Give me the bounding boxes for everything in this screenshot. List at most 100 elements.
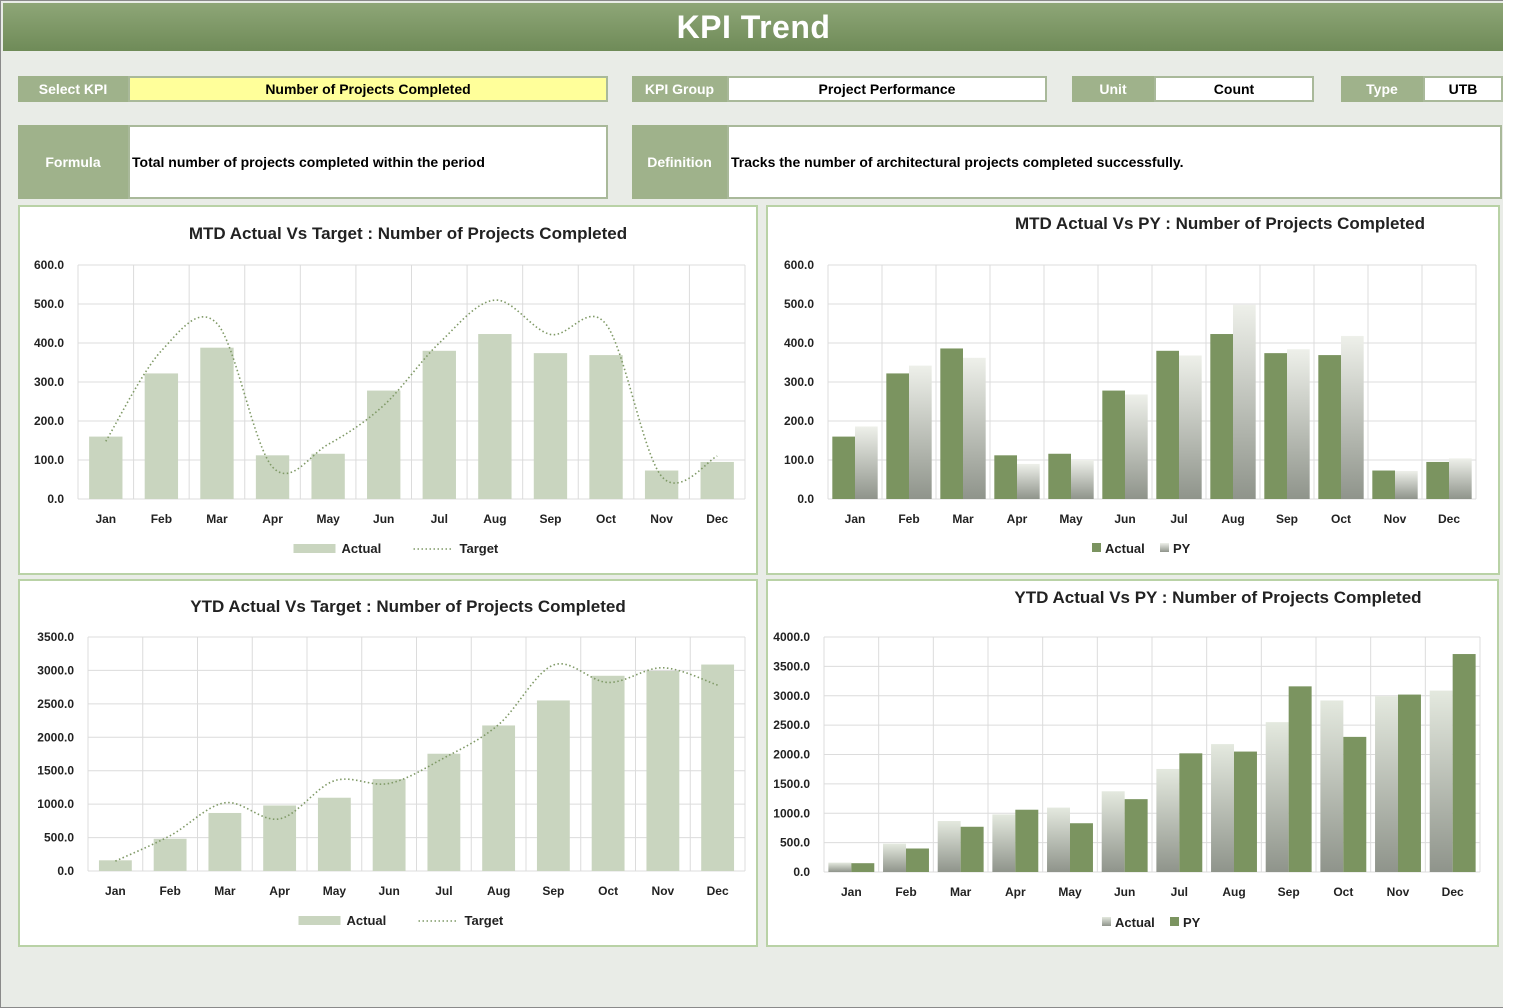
bar-py xyxy=(1015,809,1039,872)
bar-py xyxy=(1287,349,1310,499)
bar-actual xyxy=(533,353,568,499)
x-tick-label: Nov xyxy=(650,512,673,526)
x-tick-label: Mar xyxy=(214,884,236,898)
x-tick-label: Oct xyxy=(1331,512,1351,526)
definition-label: Definition xyxy=(632,125,727,199)
y-tick-label: 1500.0 xyxy=(773,777,810,791)
bar-actual xyxy=(144,373,179,499)
y-tick-label: 500.0 xyxy=(44,831,74,845)
y-tick-label: 3000.0 xyxy=(773,689,810,703)
bar-actual xyxy=(153,838,187,871)
bar-py xyxy=(1234,751,1257,872)
x-tick-label: Jan xyxy=(95,512,116,526)
chart-panel-mtd-target: MTD Actual Vs Target : Number of Project… xyxy=(18,205,758,575)
x-tick-label: Nov xyxy=(1387,885,1410,899)
bar-actual xyxy=(263,805,297,871)
line-target xyxy=(115,663,718,862)
y-tick-label: 1500.0 xyxy=(37,764,74,778)
x-tick-label: Jan xyxy=(845,512,866,526)
bar-actual xyxy=(700,461,734,499)
bar-actual xyxy=(536,700,570,871)
x-tick-label: May xyxy=(1058,885,1082,899)
legend-label-actual: Actual xyxy=(1115,915,1155,930)
x-tick-label: Aug xyxy=(1221,512,1244,526)
bar-actual xyxy=(422,350,456,499)
x-tick-label: Sep xyxy=(542,884,564,898)
y-tick-label: 600.0 xyxy=(784,258,814,272)
select-kpi-dropdown[interactable]: Number of Projects Completed xyxy=(128,76,608,102)
chart-ytd-actual-vs-py: YTD Actual Vs PY : Number of Projects Co… xyxy=(773,588,1481,930)
select-kpi-row: Select KPI Number of Projects Completed xyxy=(18,76,608,102)
y-tick-label: 400.0 xyxy=(34,336,64,350)
x-tick-label: Oct xyxy=(596,512,616,526)
formula-row: Formula Total number of projects complet… xyxy=(18,125,608,199)
unit-label: Unit xyxy=(1072,76,1154,102)
bar-actual xyxy=(644,470,679,499)
legend-label-actual: Actual xyxy=(1105,541,1145,556)
chart-mtd-actual-vs-target: MTD Actual Vs Target : Number of Project… xyxy=(34,224,746,556)
select-kpi-label: Select KPI xyxy=(18,76,128,102)
x-tick-label: Oct xyxy=(598,884,618,898)
bar-actual xyxy=(1101,791,1125,872)
bar-actual xyxy=(701,664,735,871)
x-tick-label: Dec xyxy=(707,884,729,898)
y-tick-label: 1000.0 xyxy=(773,806,810,820)
x-tick-label: Nov xyxy=(652,884,675,898)
y-tick-label: 200.0 xyxy=(34,414,64,428)
bar-actual xyxy=(994,455,1017,499)
bar-actual xyxy=(367,390,401,499)
y-tick-label: 400.0 xyxy=(784,336,814,350)
bar-actual xyxy=(589,355,623,499)
formula-label: Formula xyxy=(18,125,128,199)
x-tick-label: Dec xyxy=(1442,885,1464,899)
bar-py xyxy=(1288,686,1312,872)
bar-py xyxy=(1398,694,1421,872)
x-tick-label: Jan xyxy=(841,885,862,899)
bar-actual xyxy=(1320,700,1344,872)
legend-swatch-py xyxy=(1170,917,1179,926)
chart-legend: Actual Target xyxy=(298,913,504,928)
line-target xyxy=(105,299,718,484)
bar-actual xyxy=(1429,690,1453,872)
bar-actual xyxy=(883,843,906,872)
chart-legend: Actual PY xyxy=(1092,541,1191,556)
bar-actual xyxy=(89,436,123,499)
legend-swatch-py xyxy=(1160,543,1169,552)
y-tick-label: 0.0 xyxy=(47,492,64,506)
chart-title: YTD Actual Vs Target : Number of Project… xyxy=(190,597,625,616)
page-title: KPI Trend xyxy=(676,8,831,45)
bar-py xyxy=(1017,463,1040,499)
chart-panel-ytd-target: YTD Actual Vs Target : Number of Project… xyxy=(18,579,758,947)
x-tick-label: Apr xyxy=(1005,885,1026,899)
y-tick-label: 2500.0 xyxy=(773,718,810,732)
y-tick-label: 500.0 xyxy=(34,297,64,311)
y-tick-label: 3500.0 xyxy=(37,630,74,644)
legend-label-py: PY xyxy=(1183,915,1201,930)
bar-actual xyxy=(1047,807,1070,872)
bar-actual xyxy=(482,725,516,871)
chart-title: MTD Actual Vs Target : Number of Project… xyxy=(189,224,627,243)
x-tick-label: Apr xyxy=(269,884,290,898)
chart-title: MTD Actual Vs PY : Number of Projects Co… xyxy=(1015,214,1425,233)
legend-label-actual: Actual xyxy=(347,913,387,928)
chart-legend: Actual PY xyxy=(1102,915,1201,930)
legend-swatch-actual xyxy=(1102,917,1111,926)
chart-mtd-actual-vs-py: MTD Actual Vs PY : Number of Projects Co… xyxy=(784,214,1477,556)
kpi-group-label: KPI Group xyxy=(632,76,727,102)
bar-py xyxy=(851,863,875,872)
type-row: Type UTB xyxy=(1341,76,1503,102)
y-tick-label: 4000.0 xyxy=(773,630,810,644)
legend-label-py: PY xyxy=(1173,541,1191,556)
x-tick-label: Jan xyxy=(105,884,126,898)
chart-title: YTD Actual Vs PY : Number of Projects Co… xyxy=(1014,588,1421,607)
formula-value: Total number of projects completed withi… xyxy=(128,125,608,199)
y-tick-label: 2500.0 xyxy=(37,697,74,711)
bar-actual xyxy=(1156,350,1179,499)
bar-actual xyxy=(1375,696,1398,872)
definition-value: Tracks the number of architectural proje… xyxy=(727,125,1502,199)
x-tick-label: Sep xyxy=(1278,885,1300,899)
y-tick-label: 200.0 xyxy=(784,414,814,428)
bar-actual xyxy=(372,779,406,871)
bar-actual xyxy=(1372,470,1395,499)
y-tick-label: 100.0 xyxy=(784,453,814,467)
